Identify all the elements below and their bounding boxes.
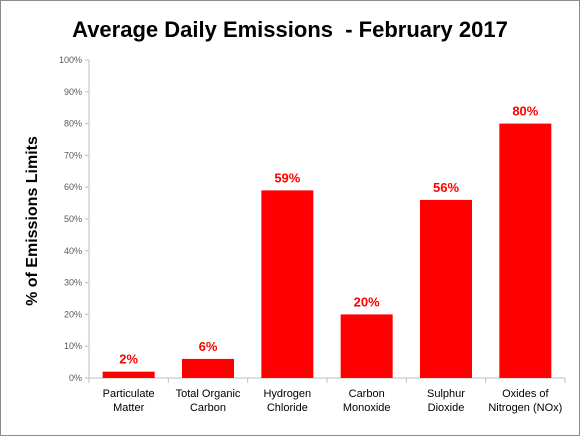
category-label: Particulate <box>103 388 155 400</box>
category-label: Dioxide <box>428 402 465 414</box>
category-label: Oxides of <box>502 388 549 400</box>
category-label: Monoxide <box>343 402 391 414</box>
category-label: Matter <box>113 402 145 414</box>
y-tick-label: 0% <box>69 373 82 383</box>
category-label: Sulphur <box>427 388 465 400</box>
bar <box>261 190 314 378</box>
data-label: 59% <box>274 170 300 185</box>
category-label: Carbon <box>190 402 226 414</box>
y-tick-label: 20% <box>64 309 82 319</box>
y-tick-label: 10% <box>64 341 82 351</box>
y-tick-label: 30% <box>64 278 82 288</box>
y-tick-label: 70% <box>64 150 82 160</box>
data-label: 56% <box>433 180 459 195</box>
y-tick-label: 90% <box>64 87 82 97</box>
bar <box>420 199 472 378</box>
category-label: Total Organic <box>176 388 241 400</box>
category-label: Hydrogen <box>263 388 311 400</box>
y-tick-label: 60% <box>64 182 82 192</box>
bar <box>499 123 552 378</box>
data-label: 80% <box>512 104 538 119</box>
y-tick-label: 50% <box>64 214 82 224</box>
data-label: 2% <box>119 352 138 367</box>
category-label: Carbon <box>349 388 385 400</box>
category-label: Chloride <box>267 402 308 414</box>
category-label: Nitrogen (NOx) <box>488 402 562 414</box>
y-tick-label: 40% <box>64 246 82 256</box>
y-tick-label: 100% <box>59 55 82 65</box>
y-tick-label: 80% <box>64 119 82 129</box>
bar <box>102 371 155 378</box>
data-label: 6% <box>199 339 218 354</box>
bar <box>182 358 234 378</box>
data-label: 20% <box>354 294 380 309</box>
chart-title: Average Daily Emissions - February 2017 <box>72 17 508 42</box>
bar <box>340 314 393 378</box>
